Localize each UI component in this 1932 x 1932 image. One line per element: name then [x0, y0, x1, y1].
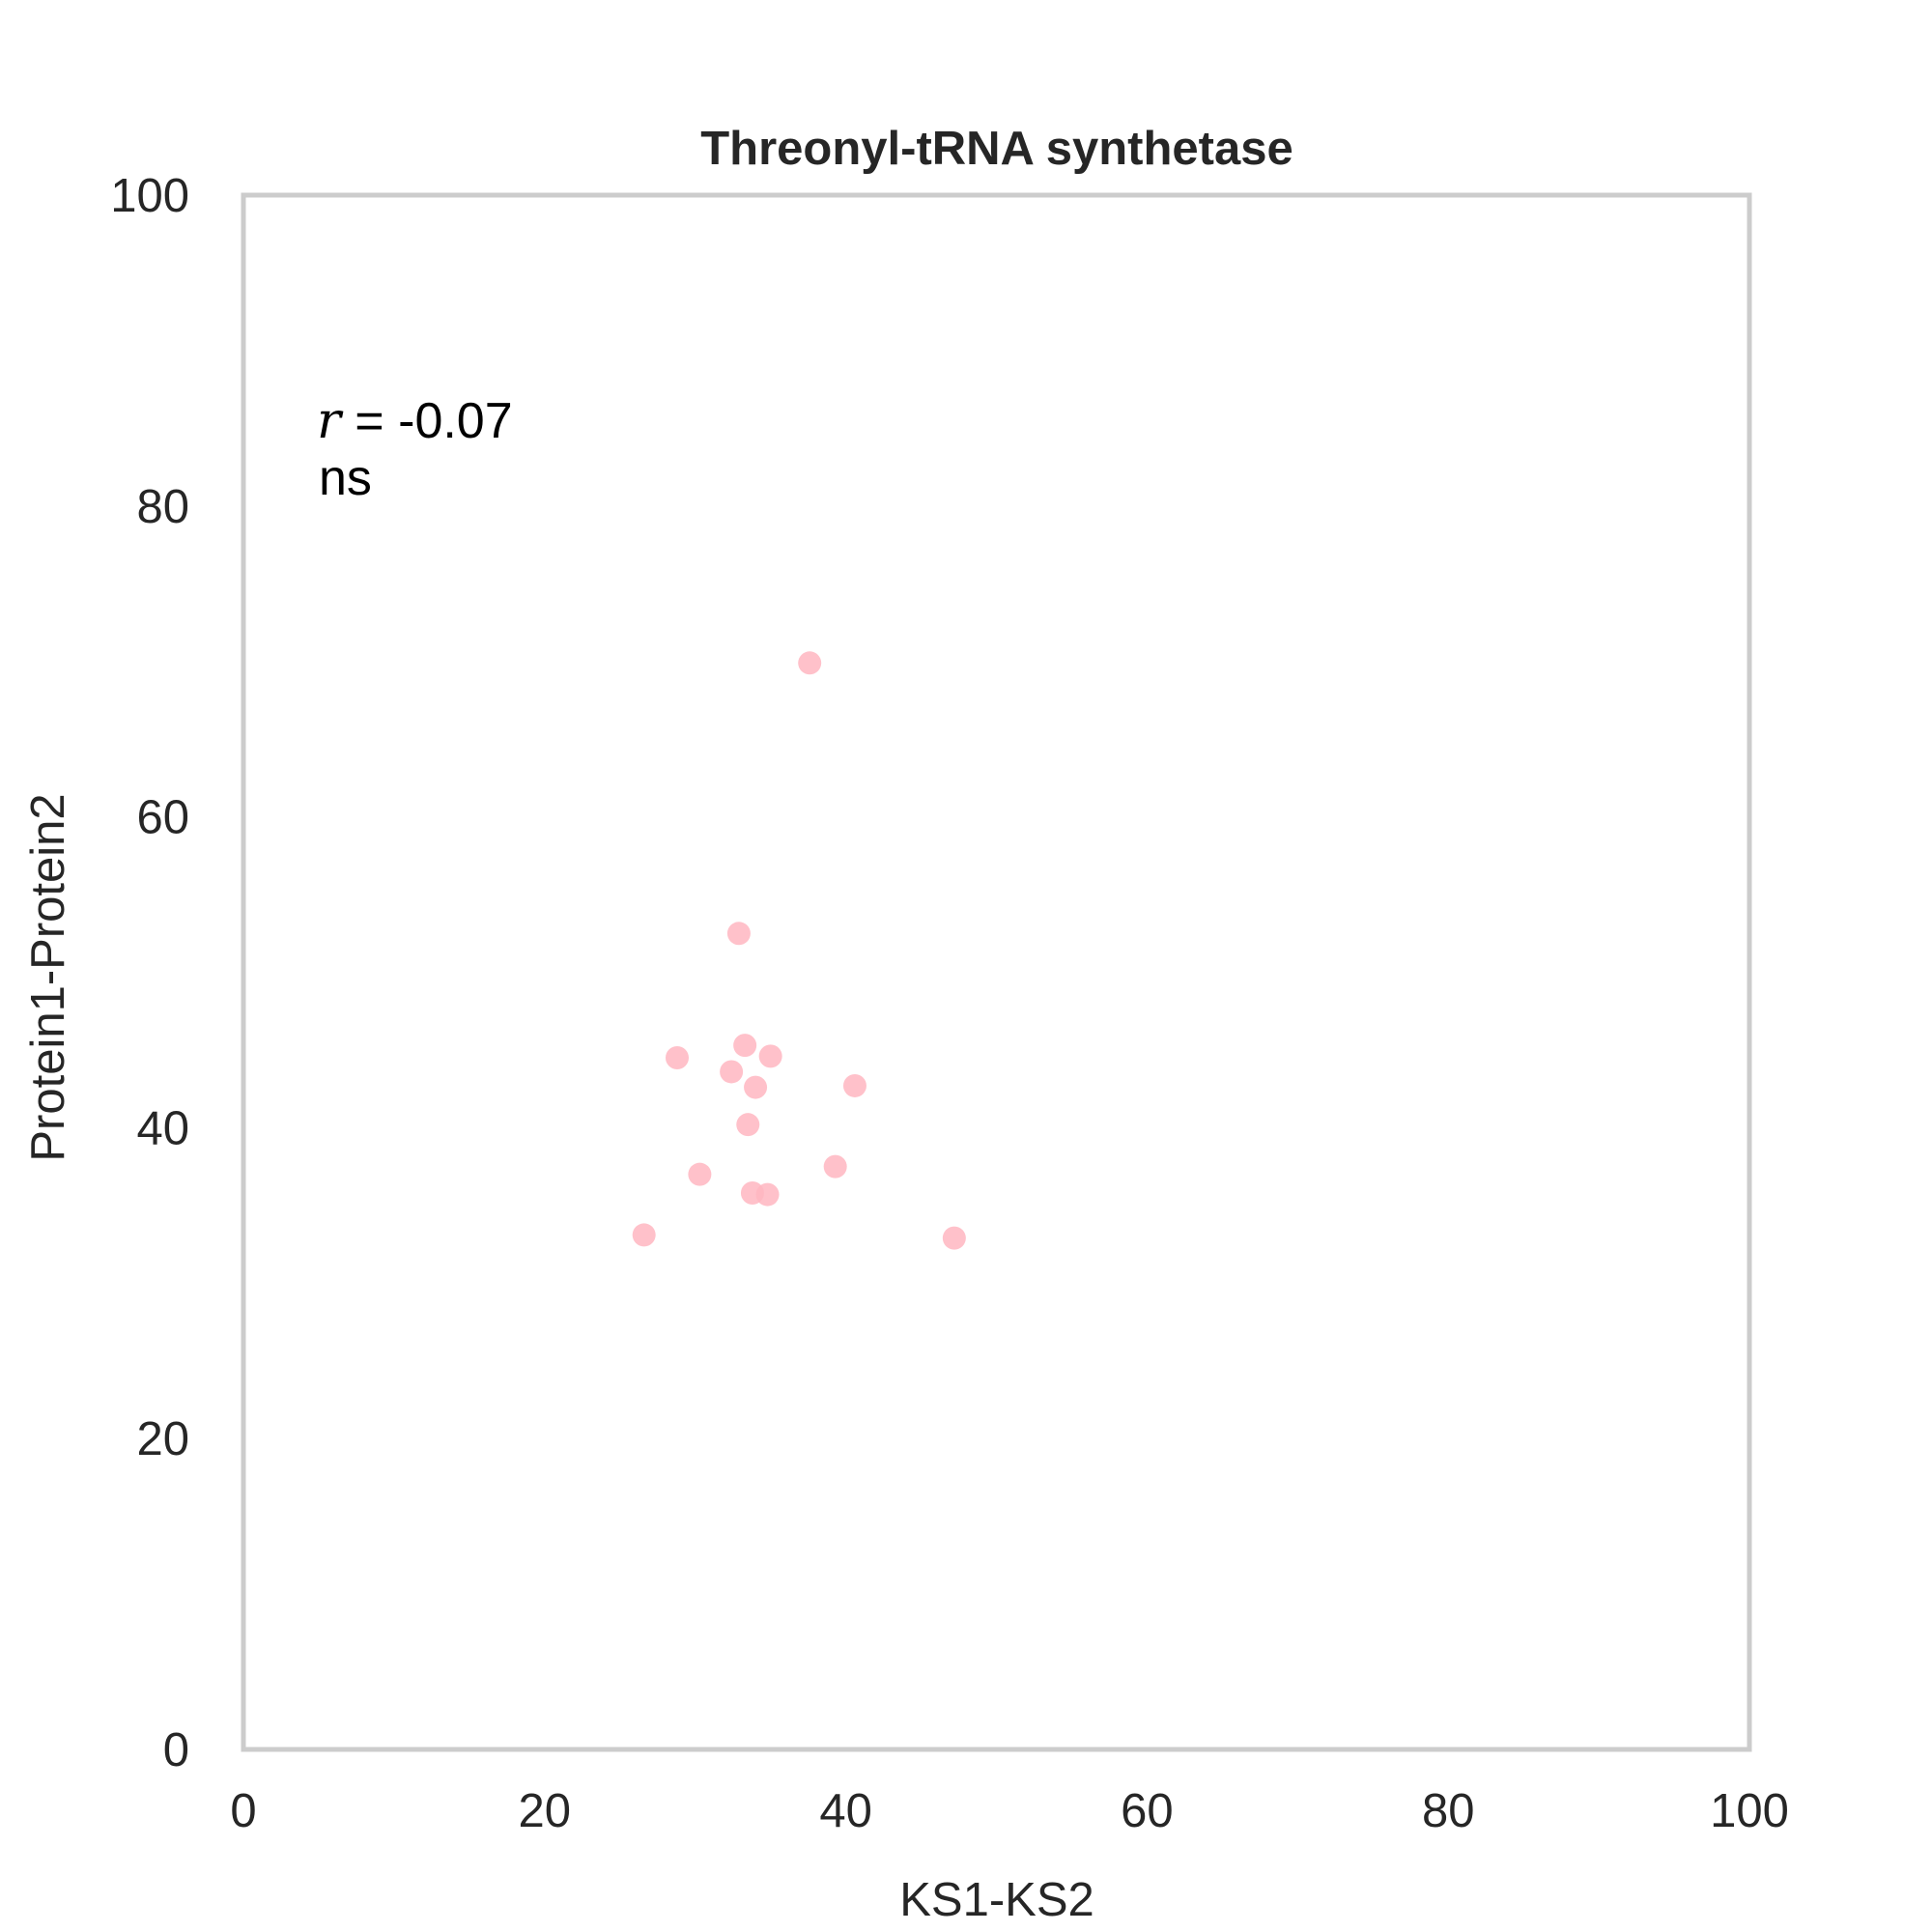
- scatter-point: [823, 1154, 847, 1179]
- y-tick-label: 60: [136, 792, 189, 844]
- x-tick-label: 80: [1422, 1785, 1475, 1837]
- equals-sign: =: [341, 393, 398, 449]
- scatter-point: [842, 1073, 867, 1097]
- x-tick-label: 20: [519, 1785, 572, 1837]
- r-value: -0.07: [398, 393, 513, 449]
- x-tick-label: 100: [1710, 1785, 1789, 1837]
- y-tick-label: 20: [136, 1413, 189, 1465]
- y-axis-ticks: 0 20 40 60 80 100: [110, 170, 189, 1776]
- y-tick-label: 100: [110, 170, 189, 222]
- scatter-point: [720, 1060, 744, 1084]
- scatter-point: [798, 651, 822, 675]
- scatter-point: [733, 1034, 757, 1058]
- x-axis-label: KS1-KS2: [899, 1874, 1094, 1926]
- scatter-point: [726, 922, 751, 946]
- scatter-point: [665, 1045, 689, 1069]
- y-tick-label: 80: [136, 481, 189, 533]
- y-axis-label: Protein1-Protein2: [22, 793, 74, 1161]
- scatter-point: [758, 1044, 782, 1068]
- scatter-point: [632, 1223, 656, 1247]
- scatter-point: [755, 1182, 780, 1207]
- plot-frame: [241, 192, 1752, 1752]
- significance-label: ns: [319, 450, 372, 506]
- scatter-point: [744, 1075, 768, 1099]
- scatter-point: [942, 1226, 966, 1250]
- scatter-point: [688, 1162, 712, 1186]
- chart-title: Threonyl-tRNA synthetase: [700, 123, 1293, 175]
- points-layer: [632, 651, 966, 1250]
- y-tick-label: 40: [136, 1102, 189, 1154]
- x-tick-label: 60: [1121, 1785, 1174, 1837]
- r-symbol: r: [317, 392, 344, 450]
- x-axis-ticks: 0 20 40 60 80 100: [230, 1785, 1789, 1837]
- scatter-point: [736, 1113, 760, 1137]
- x-tick-label: 0: [230, 1785, 256, 1837]
- correlation-annotation: r = -0.07: [317, 392, 513, 450]
- x-tick-label: 40: [819, 1785, 872, 1837]
- y-tick-label: 0: [163, 1724, 189, 1776]
